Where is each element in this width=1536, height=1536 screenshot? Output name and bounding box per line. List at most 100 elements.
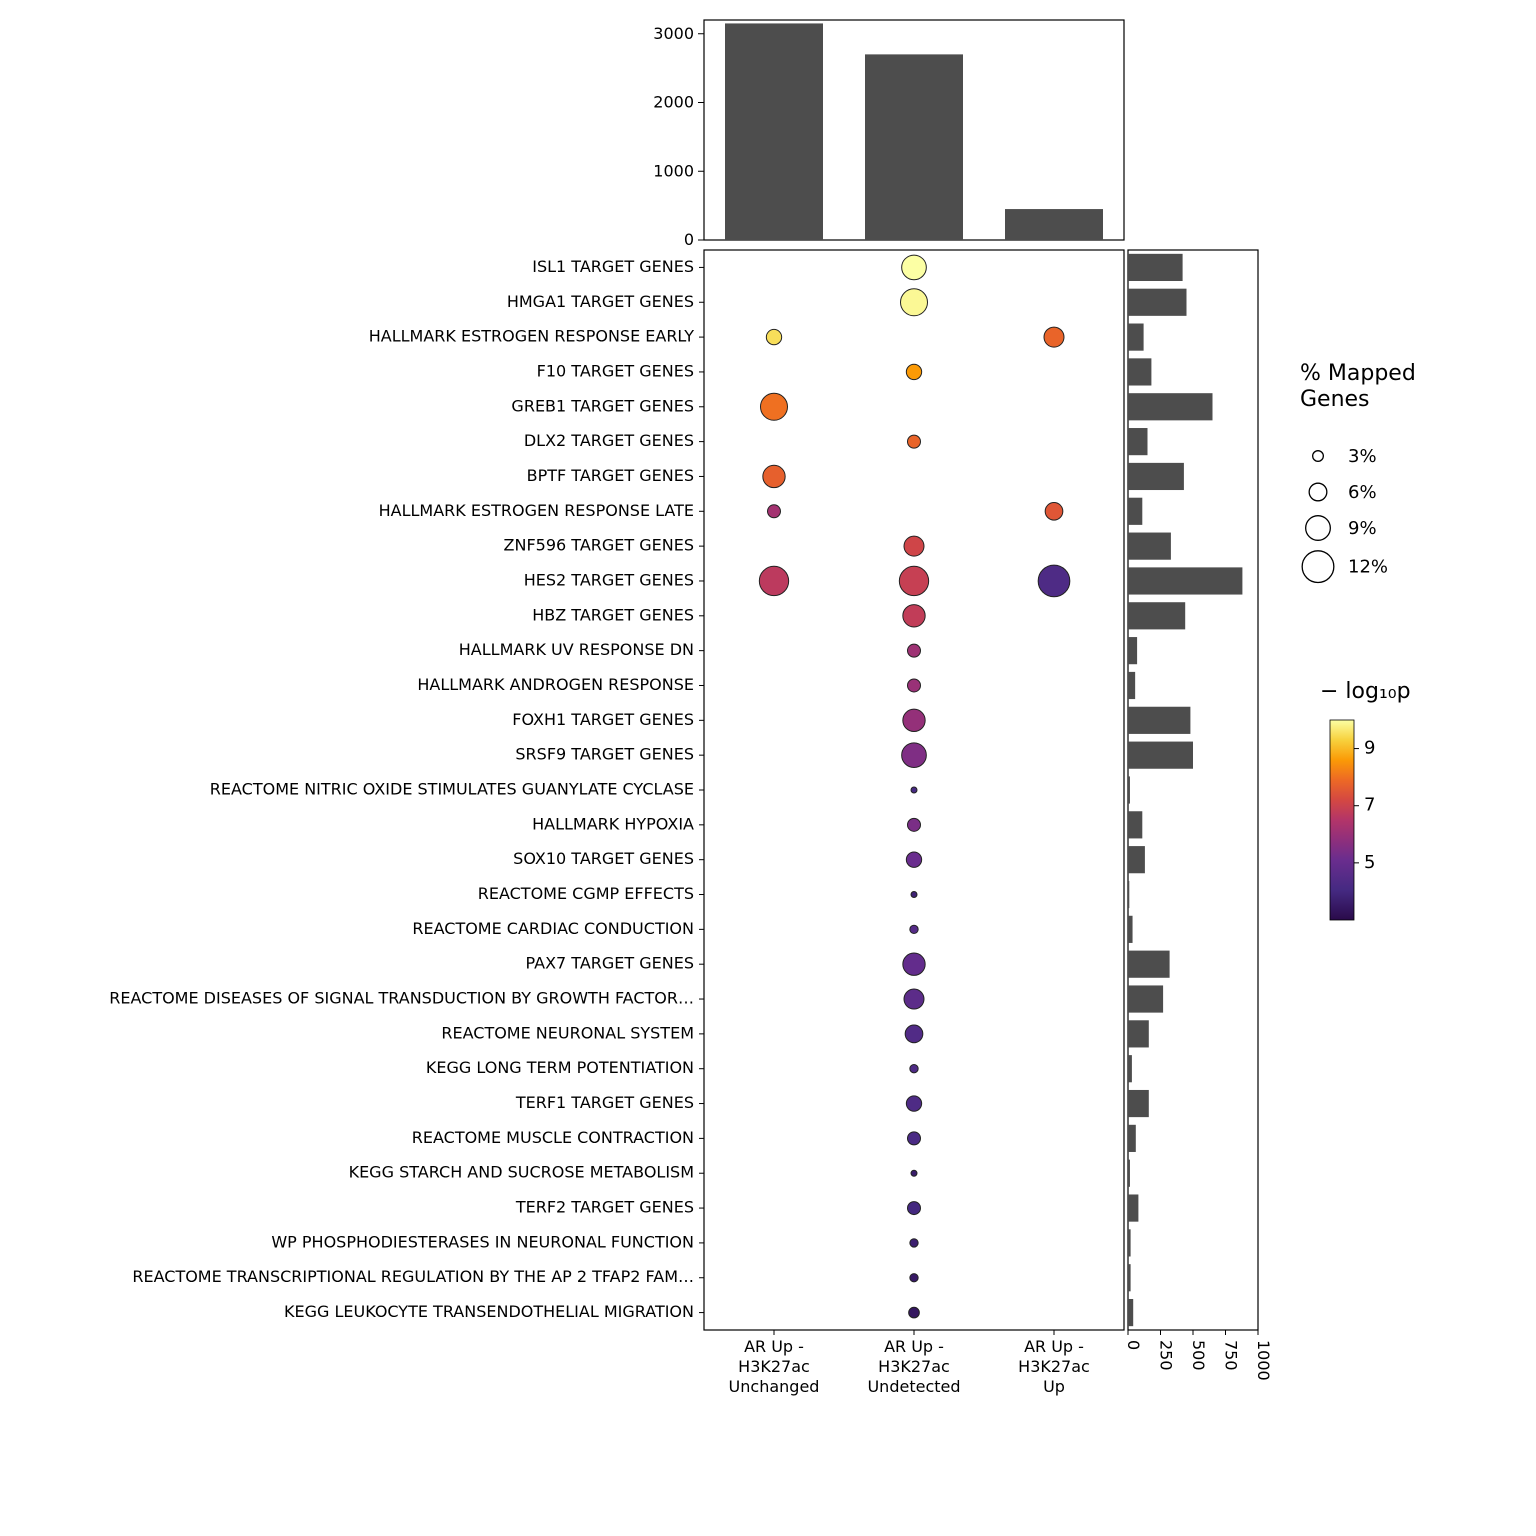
colorbar-tick-label: 9 (1364, 738, 1375, 759)
bubble-dot (768, 505, 781, 518)
row-label: REACTOME TRANSCRIPTIONAL REGULATION BY T… (132, 1267, 694, 1286)
bubble-dot (761, 393, 788, 420)
right-bar (1128, 463, 1184, 490)
colorbar-tick-label: 5 (1364, 852, 1375, 873)
right-bar (1128, 1020, 1149, 1047)
right-bar (1128, 324, 1144, 351)
right-bar (1128, 602, 1185, 629)
row-label: REACTOME CGMP EFFECTS (478, 884, 694, 903)
right-bar (1128, 289, 1187, 316)
bubble-dot (1045, 502, 1063, 520)
bubble-dot (911, 892, 917, 898)
right-bar (1128, 428, 1148, 455)
bubble-dot (910, 1239, 918, 1247)
right-bar (1128, 637, 1137, 664)
bubble-dot (909, 1307, 920, 1318)
size-legend-marker (1313, 451, 1324, 462)
size-legend-title: % Mapped (1300, 361, 1416, 386)
bubble-dot (908, 644, 921, 657)
size-legend-label: 3% (1348, 446, 1377, 467)
chart-svg: 0100020003000ISL1 TARGET GENESHMGA1 TARG… (0, 0, 1536, 1536)
row-label: REACTOME CARDIAC CONDUCTION (412, 919, 694, 938)
right-bar (1128, 1229, 1131, 1256)
right-bar (1128, 776, 1130, 803)
colorbar (1330, 720, 1354, 920)
size-legend-label: 9% (1348, 518, 1377, 539)
col-label: H3K27ac (738, 1357, 810, 1376)
right-bar (1128, 1299, 1133, 1326)
right-bar (1128, 1055, 1132, 1082)
right-xtick-label: 750 (1222, 1340, 1241, 1371)
row-label: DLX2 TARGET GENES (524, 431, 694, 450)
row-label: FOXH1 TARGET GENES (512, 710, 694, 729)
right-bar (1128, 254, 1183, 281)
bubble-dot (904, 989, 924, 1009)
right-bar (1128, 393, 1213, 420)
bubble-dot (910, 1274, 918, 1282)
right-bar (1128, 846, 1145, 873)
size-legend-title: Genes (1300, 387, 1370, 412)
right-bar (1128, 881, 1129, 908)
row-label: HALLMARK ANDROGEN RESPONSE (417, 675, 694, 694)
right-xtick-label: 250 (1157, 1340, 1176, 1371)
right-bar (1128, 533, 1171, 560)
right-bar (1128, 1194, 1138, 1221)
bubble-dot (908, 1202, 921, 1215)
right-bar (1128, 1160, 1130, 1187)
top-ytick-label: 3000 (653, 24, 694, 43)
bubble-dot (899, 566, 928, 595)
right-bar (1128, 1090, 1149, 1117)
right-xtick-label: 1000 (1254, 1340, 1273, 1381)
col-label: AR Up - (1024, 1337, 1084, 1356)
bubble-dot (908, 679, 921, 692)
right-bar (1128, 916, 1133, 943)
bubble-dot (911, 1170, 917, 1176)
bubble-dot (906, 852, 921, 867)
row-label: TERF2 TARGET GENES (515, 1198, 694, 1217)
row-label: HES2 TARGET GENES (524, 570, 694, 589)
bubble-dot (902, 743, 927, 768)
right-bar (1128, 742, 1193, 769)
bubble-dot (902, 255, 927, 280)
right-bar (1128, 1264, 1131, 1291)
bubble-dot (903, 953, 925, 975)
col-label: Undetected (867, 1377, 960, 1396)
bubble-dot (1038, 565, 1070, 597)
top-bar (1005, 209, 1103, 240)
right-bar (1128, 358, 1151, 385)
bubble-dot (766, 329, 781, 344)
bubble-dot (908, 1132, 921, 1145)
color-legend-title: − log₁₀p (1320, 679, 1411, 704)
row-label: F10 TARGET GENES (537, 361, 694, 380)
size-legend-marker (1309, 483, 1327, 501)
right-bar (1128, 1125, 1136, 1152)
row-label: TERF1 TARGET GENES (515, 1093, 694, 1112)
size-legend-label: 12% (1348, 557, 1388, 578)
row-label: PAX7 TARGET GENES (526, 954, 695, 973)
bubble-dot (910, 925, 918, 933)
bubble-dot (906, 1096, 921, 1111)
col-label: AR Up - (744, 1337, 804, 1356)
right-bar (1128, 498, 1142, 525)
row-label: KEGG STARCH AND SUCROSE METABOLISM (349, 1163, 694, 1182)
row-label: HALLMARK UV RESPONSE DN (459, 640, 694, 659)
row-label: HALLMARK HYPOXIA (532, 814, 694, 833)
size-legend-label: 6% (1348, 482, 1377, 503)
right-bar (1128, 811, 1142, 838)
bubble-dot (908, 435, 921, 448)
row-label: GREB1 TARGET GENES (511, 396, 694, 415)
col-label: H3K27ac (878, 1357, 950, 1376)
bubble-dot (906, 364, 921, 379)
top-ytick-label: 2000 (653, 93, 694, 112)
right-bar (1128, 707, 1190, 734)
row-label: HALLMARK ESTROGEN RESPONSE LATE (379, 501, 694, 520)
bubble-dot (910, 1065, 918, 1073)
right-bar (1128, 567, 1242, 594)
colorbar-tick-label: 7 (1364, 795, 1375, 816)
size-legend-marker (1306, 516, 1331, 541)
bubble-dot (905, 1025, 923, 1043)
right-bar (1128, 985, 1163, 1012)
col-label: Unchanged (729, 1377, 820, 1396)
bubble-dot (903, 605, 925, 627)
row-label: HBZ TARGET GENES (532, 605, 694, 624)
